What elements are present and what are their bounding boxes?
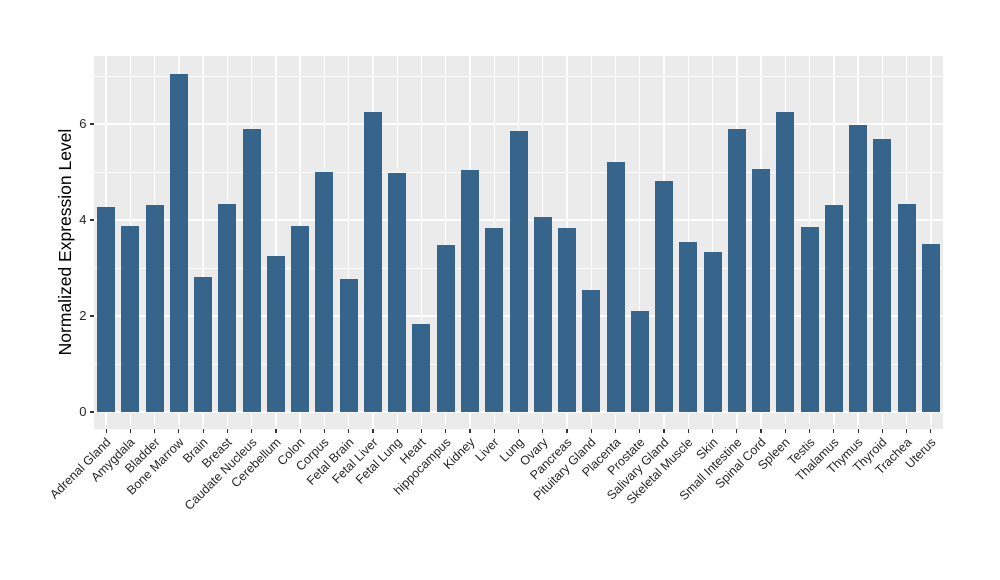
x-axis-tick bbox=[566, 429, 568, 433]
x-axis-tick bbox=[251, 429, 253, 433]
bar-breast bbox=[218, 203, 237, 412]
bar-trachea bbox=[897, 203, 916, 412]
y-tick-label-2: 2 bbox=[79, 308, 87, 323]
y-axis-tick bbox=[89, 315, 94, 317]
bar-adrenal-gland bbox=[97, 206, 116, 412]
bar-fetal-lung bbox=[388, 173, 407, 412]
x-axis-tick bbox=[445, 429, 447, 433]
x-axis-tick bbox=[105, 429, 107, 433]
bar-thyroid bbox=[873, 138, 892, 412]
bar-small-intestine bbox=[727, 128, 746, 412]
bar-kidney bbox=[460, 169, 479, 412]
bar-amygdala bbox=[121, 226, 140, 412]
x-axis-tick bbox=[372, 429, 374, 433]
gridline-major bbox=[94, 411, 943, 413]
x-axis-tick bbox=[202, 429, 204, 433]
y-axis-tick bbox=[89, 219, 94, 221]
bar-colon bbox=[291, 225, 310, 412]
x-axis-tick bbox=[663, 429, 665, 433]
bar-ovary bbox=[533, 217, 552, 412]
y-tick-label-4: 4 bbox=[79, 212, 87, 227]
x-axis-tick bbox=[154, 429, 156, 433]
bar-heart bbox=[412, 323, 431, 412]
bar-salivary-gland bbox=[655, 180, 674, 412]
gridline-vertical bbox=[202, 56, 204, 429]
bar-pancreas bbox=[558, 228, 576, 412]
x-axis-tick bbox=[275, 429, 277, 433]
y-axis-tick bbox=[89, 411, 94, 413]
bar-hippocampus bbox=[436, 245, 455, 412]
bar-skin bbox=[703, 252, 722, 412]
x-axis-tick bbox=[906, 429, 908, 433]
x-axis-tick bbox=[178, 429, 180, 433]
bar-bladder bbox=[145, 205, 164, 412]
x-axis-tick bbox=[711, 429, 714, 433]
bar-thymus bbox=[849, 124, 868, 412]
bar-uterus bbox=[921, 244, 940, 412]
bar-spleen bbox=[776, 112, 795, 412]
bar-pituitary-gland bbox=[582, 289, 601, 412]
x-axis-tick bbox=[687, 429, 689, 433]
x-axis-tick bbox=[129, 429, 131, 433]
gridline-minor bbox=[94, 76, 943, 77]
y-tick-label-0: 0 bbox=[79, 404, 87, 419]
gridline-vertical bbox=[445, 56, 447, 429]
bar-fetal-liver bbox=[363, 112, 382, 412]
x-axis-tick bbox=[348, 429, 350, 433]
bar-brain bbox=[194, 277, 213, 412]
x-axis-tick bbox=[469, 429, 471, 433]
x-axis-tick bbox=[736, 429, 738, 433]
gridline-vertical bbox=[275, 56, 277, 429]
bar-caudate-nucleus bbox=[242, 128, 261, 412]
bar-cerebellum bbox=[266, 255, 285, 412]
bar-testis bbox=[800, 227, 819, 412]
x-axis-tick bbox=[396, 429, 398, 433]
gridline-vertical bbox=[639, 56, 641, 429]
x-axis-tick bbox=[493, 429, 495, 433]
bar-spinal-cord bbox=[752, 168, 771, 412]
gridline-major bbox=[94, 123, 943, 125]
bar-thalamus bbox=[824, 204, 843, 412]
x-axis-tick bbox=[226, 429, 228, 433]
gridline-vertical bbox=[348, 56, 350, 429]
bar-corpus bbox=[315, 172, 334, 412]
x-axis-tick bbox=[323, 429, 326, 433]
bar-liver bbox=[485, 228, 504, 412]
x-axis-tick bbox=[420, 429, 423, 433]
x-axis-tick bbox=[857, 429, 859, 433]
x-axis-tick bbox=[517, 429, 520, 433]
gridline-vertical bbox=[420, 56, 423, 429]
x-axis-tick bbox=[299, 429, 301, 433]
x-axis-tick bbox=[639, 429, 641, 433]
bar-prostate bbox=[630, 311, 649, 412]
x-axis-tick bbox=[760, 429, 762, 433]
bar-fetal-brain bbox=[339, 278, 358, 412]
gridline-vertical bbox=[930, 56, 932, 429]
x-axis-tick bbox=[881, 429, 883, 433]
x-axis-tick bbox=[784, 429, 786, 433]
bar-lung bbox=[509, 130, 528, 412]
x-axis-tick bbox=[590, 429, 592, 433]
x-axis-tick bbox=[614, 429, 617, 433]
x-axis-tick bbox=[833, 429, 835, 433]
y-axis-title: Normalized Expression Level bbox=[55, 128, 75, 356]
y-axis-tick bbox=[89, 123, 94, 125]
bar-skeletal-muscle bbox=[679, 242, 698, 412]
y-tick-label-6: 6 bbox=[79, 116, 87, 131]
plot-panel bbox=[94, 56, 943, 429]
x-axis-tick bbox=[930, 429, 932, 433]
x-axis-tick bbox=[542, 429, 544, 433]
gridline-vertical bbox=[590, 56, 592, 429]
x-axis-tick bbox=[808, 429, 811, 433]
bar-placenta bbox=[606, 162, 625, 412]
bar-bone-marrow bbox=[169, 73, 188, 412]
gridline-vertical bbox=[711, 56, 714, 429]
